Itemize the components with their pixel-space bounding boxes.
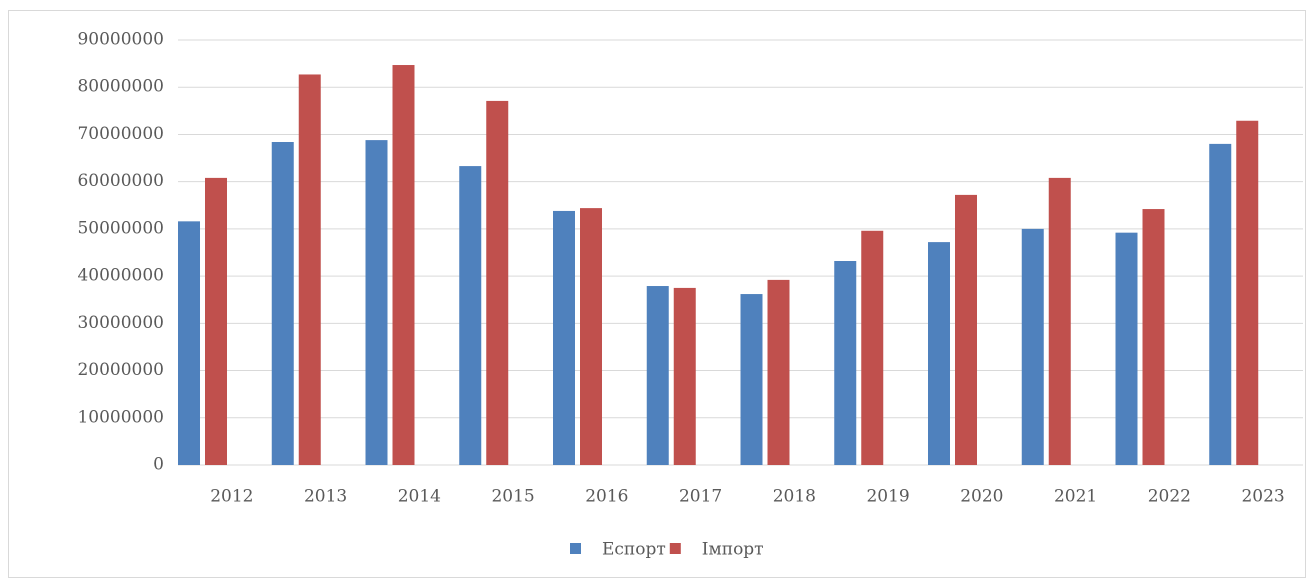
bar bbox=[673, 287, 696, 465]
y-tick-label: 40000000 bbox=[77, 266, 164, 286]
bar bbox=[834, 261, 857, 465]
bar bbox=[205, 177, 227, 465]
legend-label: Імпорт bbox=[702, 540, 764, 560]
x-tick-label: 2021 bbox=[1054, 487, 1097, 507]
bar bbox=[298, 74, 321, 465]
bar bbox=[1142, 209, 1165, 465]
bar bbox=[486, 100, 509, 466]
y-tick-label: 90000000 bbox=[77, 30, 164, 50]
bar bbox=[553, 210, 575, 465]
bar bbox=[271, 142, 294, 465]
bar bbox=[1236, 120, 1259, 465]
bar bbox=[955, 194, 977, 465]
x-tick-label: 2022 bbox=[1148, 487, 1191, 507]
bar bbox=[392, 65, 415, 466]
y-tick-label: 70000000 bbox=[77, 124, 164, 144]
y-tick-label: 10000000 bbox=[77, 407, 164, 427]
bar bbox=[459, 166, 482, 466]
bar bbox=[1115, 232, 1138, 465]
x-tick-label: 2014 bbox=[398, 487, 441, 507]
x-tick-label: 2012 bbox=[210, 487, 253, 507]
bar bbox=[646, 286, 669, 465]
x-tick-label: 2018 bbox=[773, 487, 816, 507]
bar bbox=[928, 242, 950, 465]
legend-swatch bbox=[570, 543, 581, 554]
x-tick-label: 2015 bbox=[491, 487, 534, 507]
legend-swatch bbox=[669, 543, 681, 554]
bar bbox=[861, 230, 884, 465]
x-tick-label: 2020 bbox=[960, 487, 1003, 507]
bar bbox=[580, 208, 602, 465]
x-tick-label: 2017 bbox=[679, 487, 722, 507]
bar bbox=[1021, 228, 1044, 465]
bar bbox=[1209, 143, 1232, 465]
bar bbox=[740, 294, 763, 465]
bar bbox=[767, 279, 790, 465]
x-tick-label: 2013 bbox=[304, 487, 347, 507]
x-tick-label: 2023 bbox=[1241, 487, 1284, 507]
x-tick-label: 2019 bbox=[866, 487, 909, 507]
y-tick-label: 80000000 bbox=[77, 77, 164, 97]
y-tick-label: 50000000 bbox=[77, 218, 164, 238]
y-tick-label: 20000000 bbox=[77, 360, 164, 380]
legend-label: Еспорт bbox=[602, 540, 666, 560]
bar bbox=[1048, 177, 1071, 465]
bar bbox=[178, 221, 200, 465]
y-tick-label: 30000000 bbox=[77, 313, 164, 333]
bar bbox=[365, 140, 388, 465]
y-tick-label: 0 bbox=[153, 455, 164, 475]
x-tick-label: 2016 bbox=[585, 487, 628, 507]
y-tick-label: 60000000 bbox=[77, 171, 164, 191]
